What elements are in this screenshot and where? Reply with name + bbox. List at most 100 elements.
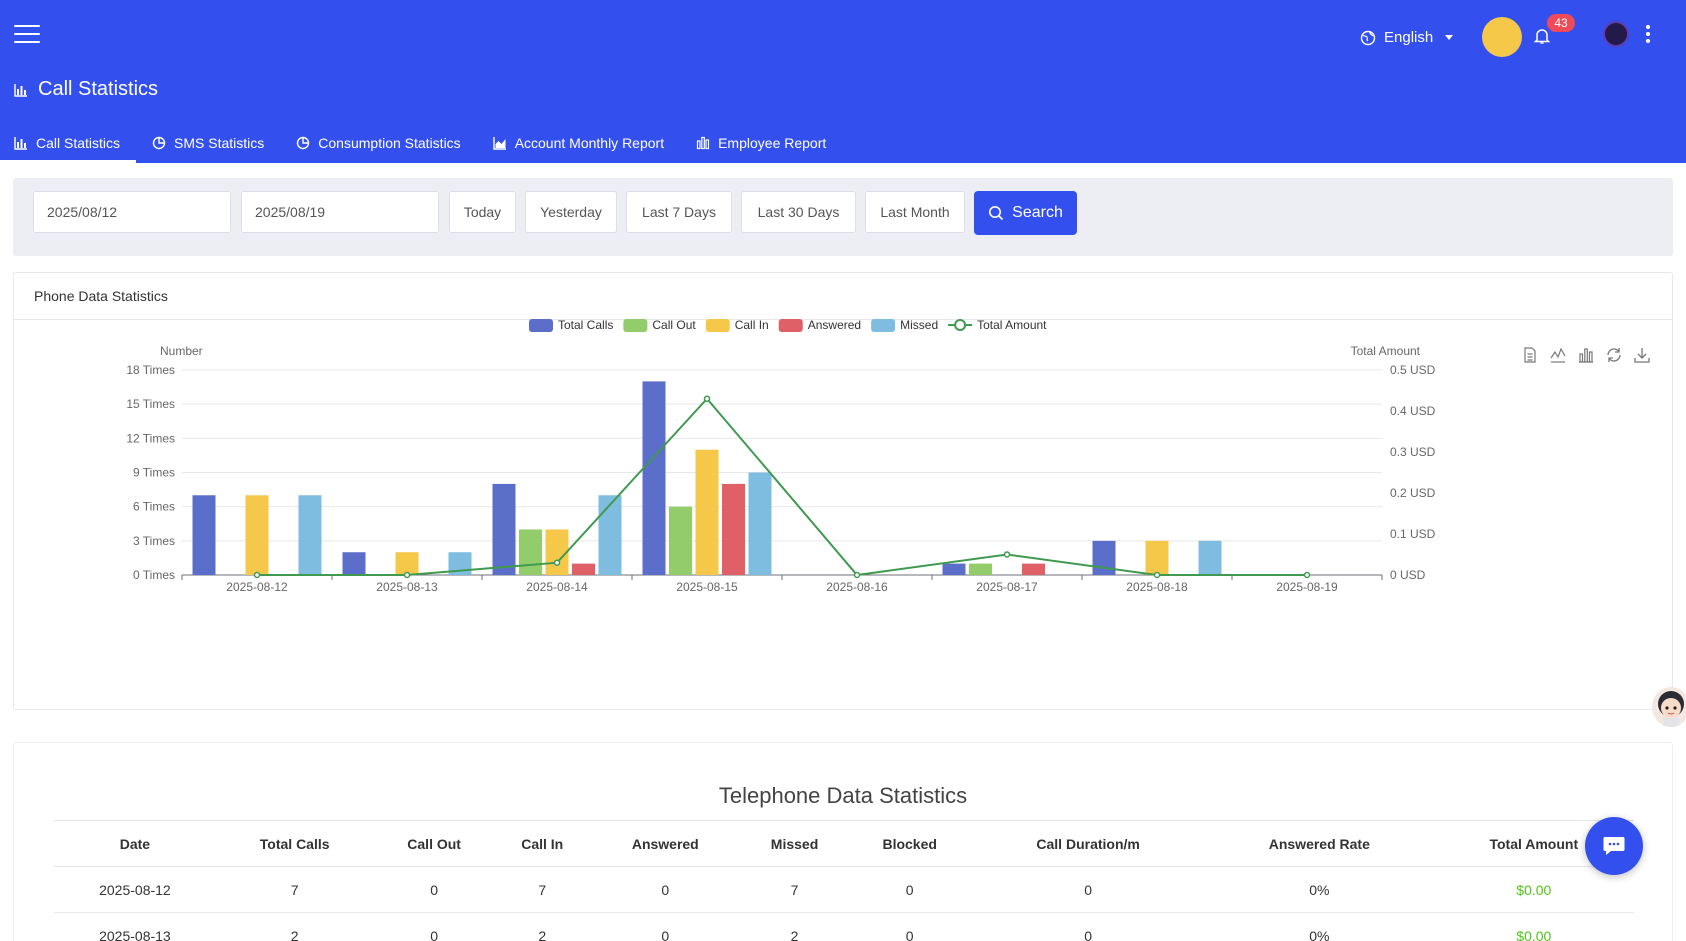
cell-answered: 0 (589, 912, 741, 941)
user-avatar[interactable] (1482, 17, 1522, 57)
bell-icon[interactable] (1533, 27, 1551, 45)
tab-call-statistics[interactable]: Call Statistics (0, 122, 137, 163)
table-row: 2025-08-13 2 0 2 0 2 0 0 0% $0.00 (54, 912, 1634, 941)
bar-missed (748, 472, 772, 575)
bar-total-calls (492, 483, 516, 575)
cell-call-in: 2 (494, 912, 590, 941)
x-tick-label: 2025-08-14 (526, 580, 588, 594)
column-header: Blocked (848, 820, 972, 867)
chart-toolbox (1521, 346, 1651, 364)
y-axis-label: Number (160, 344, 203, 358)
more-vertical-icon[interactable] (1646, 25, 1652, 45)
column-header: Call In (494, 820, 590, 867)
cell-total-calls: 2 (215, 912, 374, 941)
cell-missed: 7 (740, 866, 849, 913)
bar-call-in (245, 495, 269, 575)
globe-icon (1360, 30, 1376, 45)
bar-missed (298, 495, 322, 575)
chat-button[interactable] (1585, 817, 1643, 875)
last-7-days-button[interactable]: Last 7 Days (626, 191, 732, 233)
legend-label: Call Out (652, 318, 696, 332)
card-title: Phone Data Statistics (34, 288, 168, 304)
pie-chart-icon (297, 136, 310, 149)
assistant-avatar[interactable] (1652, 687, 1686, 727)
y-tick-label: 15 Times (126, 397, 175, 411)
cell-missed: 2 (740, 912, 849, 941)
line-switch-icon[interactable] (1549, 346, 1567, 364)
download-icon[interactable] (1633, 346, 1651, 364)
y-right-tick-label: 0.3 USD (1390, 445, 1436, 459)
legend-label: Total Calls (558, 318, 613, 332)
x-tick-label: 2025-08-18 (1126, 580, 1188, 594)
menu-icon[interactable] (14, 25, 40, 45)
bar-switch-icon[interactable] (1577, 346, 1595, 364)
bar-total-calls (942, 563, 966, 575)
yesterday-button[interactable]: Yesterday (525, 191, 617, 233)
y-tick-label: 9 Times (133, 466, 175, 480)
y-tick-label: 0 Times (133, 568, 175, 582)
chevron-down-icon (1445, 35, 1454, 40)
cell-blocked: 0 (848, 912, 972, 941)
cell-date: 2025-08-12 (54, 866, 216, 913)
bar-answered (1022, 563, 1045, 575)
language-selector[interactable]: English (1360, 29, 1454, 46)
x-tick-label: 2025-08-19 (1276, 580, 1338, 594)
legend-label: Call In (735, 318, 769, 332)
x-tick-label: 2025-08-13 (376, 580, 438, 594)
tab-employee-report[interactable]: Employee Report (680, 122, 842, 163)
search-icon (989, 206, 1004, 221)
statistics-table: Date Total Calls Call Out Call In Answer… (54, 820, 1634, 941)
table-title: Telephone Data Statistics (718, 783, 968, 808)
table-row: 2025-08-12 7 0 7 0 7 0 0 0% $0.00 (54, 866, 1634, 913)
y-tick-label: 3 Times (133, 534, 175, 548)
bar-call-in (695, 449, 719, 575)
today-button[interactable]: Today (449, 191, 516, 233)
legend-label: Answered (808, 318, 861, 332)
legend-label: Total Amount (977, 318, 1047, 332)
assistant-face-icon (1658, 691, 1684, 727)
bar-answered (572, 563, 595, 575)
page-title-text: Call Statistics (38, 78, 159, 100)
legend-label: Missed (900, 318, 938, 332)
end-date-input[interactable] (241, 191, 439, 233)
bar-call-out (969, 563, 992, 575)
y-tick-label: 6 Times (133, 500, 175, 514)
line-total-amount (257, 397, 1307, 577)
company-logo[interactable] (1603, 21, 1629, 47)
point-total-amount (1303, 571, 1311, 579)
restore-icon[interactable] (1605, 346, 1623, 364)
y-right-tick-label: 0.4 USD (1390, 404, 1436, 418)
divider (14, 319, 1672, 320)
bar-total-calls (342, 552, 366, 575)
last-30-days-button[interactable]: Last 30 Days (741, 191, 856, 233)
last-month-button[interactable]: Last Month (865, 191, 965, 233)
bar-answered (722, 483, 745, 575)
tab-consumption-statistics[interactable]: Consumption Statistics (280, 122, 476, 163)
x-tick-label: 2025-08-15 (676, 580, 738, 594)
cell-call-out: 0 (373, 912, 495, 941)
data-view-icon[interactable] (1521, 346, 1539, 364)
chat-bubble-icon (1603, 837, 1625, 855)
bar-call-in (545, 529, 569, 575)
legend-swatch (871, 319, 896, 332)
cell-call-duration: 0 (971, 866, 1206, 913)
cell-total-amount: $0.00 (1433, 912, 1634, 941)
bar-missed (1198, 540, 1222, 575)
tab-account-monthly-report[interactable]: Account Monthly Report (477, 122, 680, 163)
legend-swatch (529, 319, 553, 332)
column-header: Call Duration/m (971, 820, 1206, 867)
point-total-amount (253, 571, 261, 579)
point-total-amount (553, 559, 561, 566)
y-right-tick-label: 0.5 USD (1390, 363, 1436, 377)
page-title: Call Statistics (14, 78, 158, 101)
point-total-amount (853, 571, 861, 579)
tab-sms-statistics[interactable]: SMS Statistics (136, 122, 280, 163)
statistics-tabs: Call Statistics SMS Statistics Consumpti… (0, 122, 842, 163)
point-total-amount (1003, 551, 1011, 558)
notification-badge: 43 (1547, 14, 1575, 32)
search-button[interactable]: Search (974, 191, 1077, 235)
cell-date: 2025-08-13 (54, 912, 216, 941)
start-date-input[interactable] (33, 191, 231, 233)
column-header: Total Calls (215, 820, 374, 867)
x-tick-label: 2025-08-17 (976, 580, 1038, 594)
